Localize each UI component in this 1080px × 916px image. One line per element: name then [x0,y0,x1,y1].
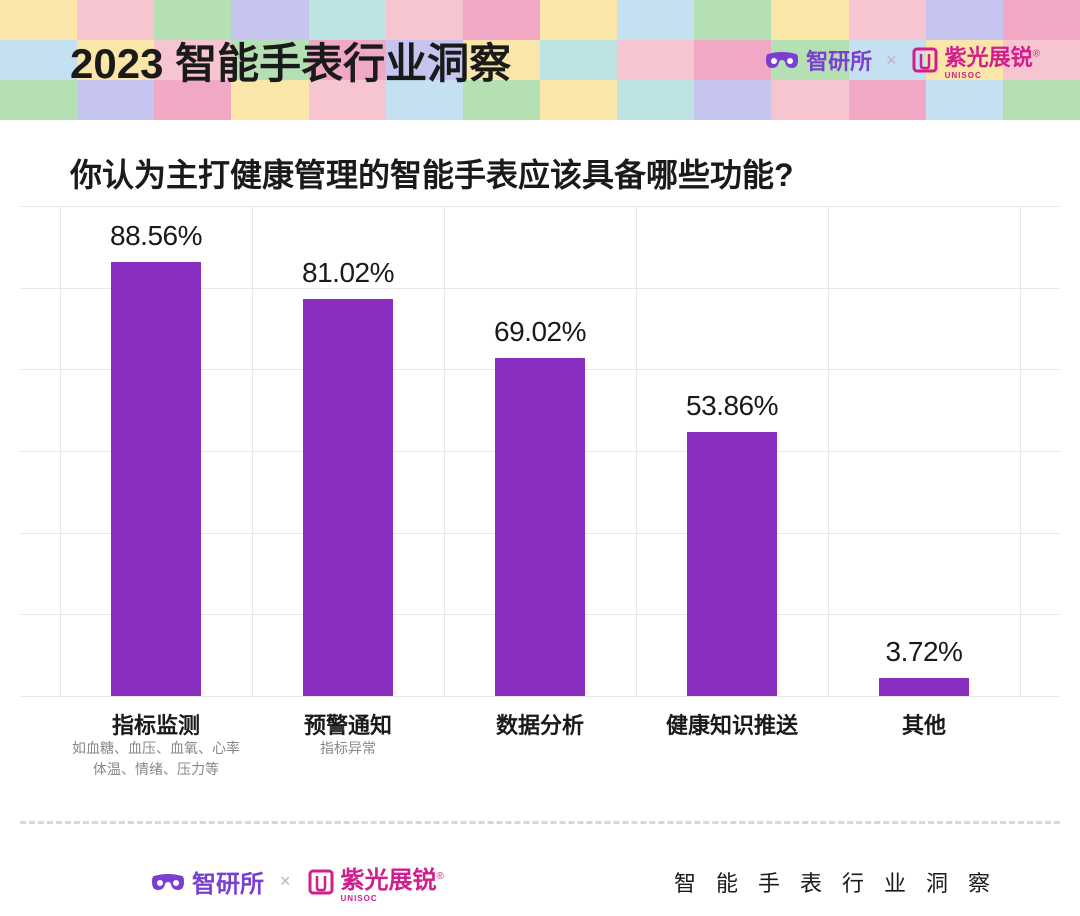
footer-tagline: 智能手表行业洞察 [674,866,1010,898]
bar [879,678,969,696]
header-band: 2023 智能手表行业洞察 智研所 × 紫光展锐® UNISOC [0,0,1080,120]
brand1-label: 智研所 [806,44,872,76]
header-content: 2023 智能手表行业洞察 智研所 × 紫光展锐® UNISOC [0,0,1080,120]
brand2-sublabel: UNISOC [945,72,1040,80]
bar [111,262,201,696]
footer-brand-zhiyansuo: 智研所 [150,864,264,899]
bar-column: 88.56%指标监测如血糖、血压、血氧、心率 体温、情绪、压力等 [60,206,252,761]
bar-category-sublabel: 如血糖、血压、血氧、心率 体温、情绪、压力等 [56,738,256,780]
footer-brand-separator: × [280,871,291,892]
bar-value-label: 3.72% [828,636,1020,668]
footer-brand1-label: 智研所 [192,864,264,899]
bar-category-sublabel: 指标异常 [248,738,448,759]
brand-zhiyansuo: 智研所 [764,44,872,76]
main-content: 你认为主打健康管理的智能手表应该具备哪些功能? 88.56%指标监测如血糖、血压… [0,120,1080,761]
footer: 智研所 × 紫光展锐® UNISOC 智能手表行业洞察 [0,824,1080,903]
bar [303,299,393,696]
bar-category-label: 其他 [828,708,1020,740]
footer-brands: 智研所 × 紫光展锐® UNISOC [150,860,444,903]
bar [687,432,777,696]
footer-brand2-sublabel: UNISOC [341,895,444,903]
header-brands: 智研所 × 紫光展锐® UNISOC [764,40,1040,80]
chart-question-title: 你认为主打健康管理的智能手表应该具备哪些功能? [70,150,1040,196]
footer-brand2-label: 紫光展锐 [341,867,437,894]
bar-chart: 88.56%指标监测如血糖、血压、血氧、心率 体温、情绪、压力等81.02%预警… [40,206,1040,761]
bar-column: 69.02% 数据分析 [444,206,636,761]
unisoc-icon [307,868,335,896]
bar-column: 81.02%预警通知指标异常 [252,206,444,761]
bar-category-label: 预警通知 [252,708,444,740]
goggles-icon [150,870,186,894]
footer-brand-unisoc: 紫光展锐® UNISOC [307,860,444,903]
page-title: 2023 智能手表行业洞察 [70,30,511,91]
bar-column: 53.86% 健康知识推送 [636,206,828,761]
bar-category-label: 健康知识推送 [636,708,828,740]
bar-value-label: 81.02% [252,257,444,289]
bar-value-label: 69.02% [444,316,636,348]
bar-column: 3.72% 其他 [828,206,1020,761]
bar-category-label: 指标监测 [60,708,252,740]
unisoc-icon [911,46,939,74]
bar-value-label: 88.56% [60,220,252,252]
chart-bars-row: 88.56%指标监测如血糖、血压、血氧、心率 体温、情绪、压力等81.02%预警… [40,206,1040,761]
bar-value-label: 53.86% [636,390,828,422]
brand-unisoc: 紫光展锐® UNISOC [911,40,1040,80]
brand-separator: × [886,50,897,71]
goggles-icon [764,48,800,72]
brand2-label: 紫光展锐 [945,45,1033,70]
bar-category-label: 数据分析 [444,708,636,740]
bar [495,358,585,696]
